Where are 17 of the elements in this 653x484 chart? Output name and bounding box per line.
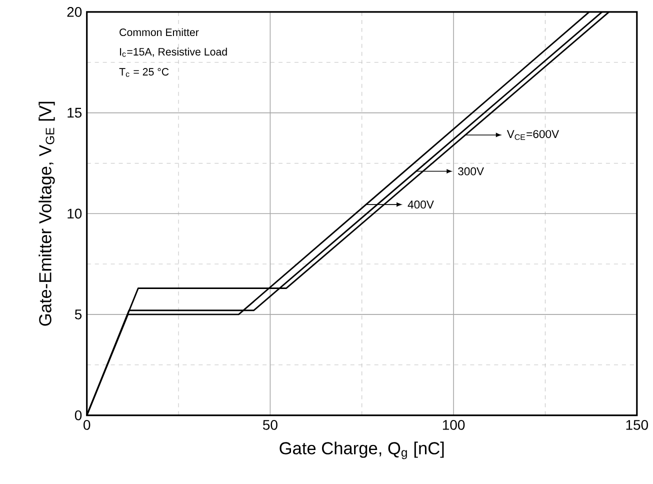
y-tick-label: 15 <box>68 108 82 118</box>
y-tick-label: 20 <box>67 6 82 17</box>
legend-label: V$_{CE}$=600V <box>506 130 560 140</box>
annotation: Common Emitter <box>120 28 199 36</box>
x-tick-label: 100 <box>442 420 465 430</box>
x-tick-label: 50 <box>262 420 278 430</box>
annotation: I$_{c}$=15A, Resistive Load <box>120 48 227 57</box>
y-tick-label: 0 <box>74 410 82 420</box>
legend-label: 400V <box>408 200 434 208</box>
annotation: T$_{c}$ = 25 °C <box>119 68 169 77</box>
y-tick-label: 5 <box>74 310 82 320</box>
x-tick-label: 0 <box>84 420 90 430</box>
legend-label: 300V <box>458 167 484 176</box>
y-axis-title: Gate-Emitter Voltage, V$_{GE}$ [V] <box>38 102 55 326</box>
x-tick-label: 150 <box>626 420 648 430</box>
x-axis-title: Gate Charge, Q$_{g}$ [nC] <box>280 442 444 460</box>
y-tick-label: 10 <box>68 208 82 219</box>
